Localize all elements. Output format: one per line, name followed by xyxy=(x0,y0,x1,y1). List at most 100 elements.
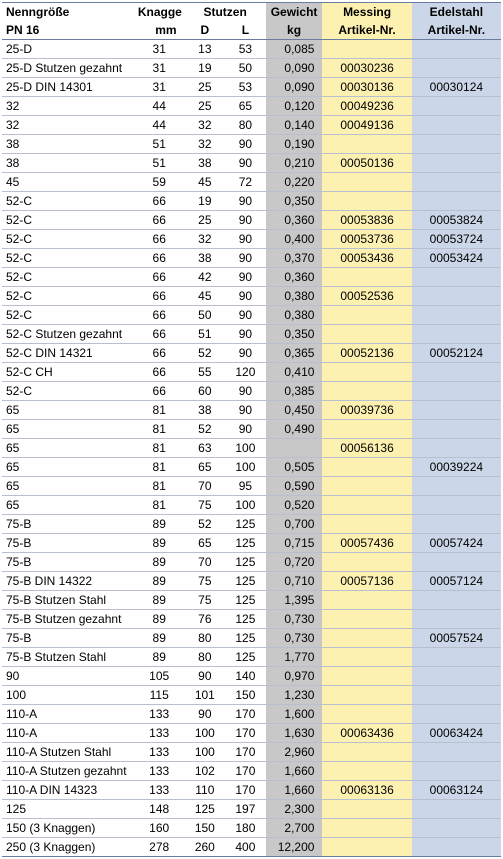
cell-knagge: 81 xyxy=(134,496,185,515)
cell-d: 25 xyxy=(185,211,226,230)
cell-knagge: 89 xyxy=(134,610,185,629)
cell-weight: 0,210 xyxy=(266,154,323,173)
cell-edelstahl xyxy=(412,838,501,857)
cell-d: 70 xyxy=(185,477,226,496)
cell-d: 70 xyxy=(185,553,226,572)
cell-edelstahl xyxy=(412,192,501,211)
subheader-edelstahl: Artikel-Nr. xyxy=(412,21,501,40)
cell-messing: 00053836 xyxy=(322,211,411,230)
cell-d: 65 xyxy=(185,458,226,477)
cell-messing xyxy=(322,192,411,211)
cell-weight: 0,715 xyxy=(266,534,323,553)
cell-d: 45 xyxy=(185,173,226,192)
cell-weight: 0,450 xyxy=(266,401,323,420)
cell-d: 100 xyxy=(185,743,226,762)
table-row: 52-C Stutzen gezahnt6651900,350 xyxy=(2,325,501,344)
cell-messing xyxy=(322,686,411,705)
cell-weight: 0,505 xyxy=(266,458,323,477)
table-row: 1001151011501,230 xyxy=(2,686,501,705)
table-row: 52-C CH66551200,410 xyxy=(2,363,501,382)
cell-l: 90 xyxy=(225,401,266,420)
cell-l: 90 xyxy=(225,344,266,363)
cell-name: 250 (3 Knaggen) xyxy=(2,838,134,857)
cell-weight: 1,630 xyxy=(266,724,323,743)
table-row: 658138900,45000039736 xyxy=(2,401,501,420)
cell-l: 90 xyxy=(225,420,266,439)
cell-knagge: 160 xyxy=(134,819,185,838)
cell-name: 52-C DIN 14321 xyxy=(2,344,134,363)
table-row: 75-B Stutzen gezahnt89761250,730 xyxy=(2,610,501,629)
cell-l: 197 xyxy=(225,800,266,819)
cell-d: 90 xyxy=(185,705,226,724)
cell-name: 65 xyxy=(2,420,134,439)
cell-edelstahl xyxy=(412,420,501,439)
cell-knagge: 44 xyxy=(134,97,185,116)
cell-d: 25 xyxy=(185,78,226,97)
cell-l: 125 xyxy=(225,515,266,534)
cell-l: 125 xyxy=(225,610,266,629)
table-row: 25-D Stutzen gezahnt3119500,09000030236 xyxy=(2,59,501,78)
cell-messing xyxy=(322,477,411,496)
cell-name: 52-C xyxy=(2,192,134,211)
cell-messing: 00049236 xyxy=(322,97,411,116)
cell-l: 53 xyxy=(225,40,266,59)
cell-name: 25-D DIN 14301 xyxy=(2,78,134,97)
cell-d: 260 xyxy=(185,838,226,857)
cell-knagge: 44 xyxy=(134,116,185,135)
table-row: 6581751000,520 xyxy=(2,496,501,515)
cell-name: 150 (3 Knaggen) xyxy=(2,819,134,838)
subheader-knagge: mm xyxy=(134,21,185,40)
cell-edelstahl xyxy=(412,287,501,306)
cell-l: 400 xyxy=(225,838,266,857)
cell-name: 65 xyxy=(2,458,134,477)
table-header: Nenngröße Knagge Stutzen Gewicht Messing… xyxy=(2,3,501,40)
cell-l: 90 xyxy=(225,268,266,287)
cell-knagge: 81 xyxy=(134,477,185,496)
cell-name: 125 xyxy=(2,800,134,819)
cell-l: 170 xyxy=(225,781,266,800)
cell-d: 63 xyxy=(185,439,226,458)
cell-name: 32 xyxy=(2,116,134,135)
cell-messing: 00030136 xyxy=(322,78,411,97)
cell-messing: 00063436 xyxy=(322,724,411,743)
cell-d: 75 xyxy=(185,496,226,515)
cell-messing xyxy=(322,838,411,857)
subheader-d: D xyxy=(185,21,226,40)
cell-messing: 00057136 xyxy=(322,572,411,591)
cell-weight: 1,770 xyxy=(266,648,323,667)
table-body: 25-D3113530,08525-D Stutzen gezahnt31195… xyxy=(2,40,501,857)
cell-edelstahl: 00039224 xyxy=(412,458,501,477)
cell-edelstahl xyxy=(412,306,501,325)
cell-messing xyxy=(322,458,411,477)
table-row: 52-C6638900,3700005343600053424 xyxy=(2,249,501,268)
table-row: 75-B89701250,720 xyxy=(2,553,501,572)
cell-edelstahl xyxy=(412,515,501,534)
cell-edelstahl xyxy=(412,686,501,705)
cell-d: 101 xyxy=(185,686,226,705)
cell-knagge: 278 xyxy=(134,838,185,857)
cell-messing xyxy=(322,743,411,762)
cell-d: 125 xyxy=(185,800,226,819)
cell-l: 125 xyxy=(225,591,266,610)
cell-weight: 0,400 xyxy=(266,230,323,249)
cell-l: 90 xyxy=(225,249,266,268)
cell-edelstahl xyxy=(412,401,501,420)
cell-weight: 1,660 xyxy=(266,762,323,781)
cell-messing xyxy=(322,800,411,819)
cell-name: 52-C Stutzen gezahnt xyxy=(2,325,134,344)
cell-messing xyxy=(322,40,411,59)
cell-d: 42 xyxy=(185,268,226,287)
cell-messing xyxy=(322,496,411,515)
cell-edelstahl xyxy=(412,705,501,724)
cell-messing: 00050136 xyxy=(322,154,411,173)
cell-weight: 0,090 xyxy=(266,78,323,97)
cell-weight: 0,730 xyxy=(266,610,323,629)
cell-weight: 0,120 xyxy=(266,97,323,116)
cell-knagge: 66 xyxy=(134,268,185,287)
cell-weight: 1,230 xyxy=(266,686,323,705)
cell-weight: 0,085 xyxy=(266,40,323,59)
cell-weight: 0,380 xyxy=(266,306,323,325)
cell-edelstahl xyxy=(412,439,501,458)
cell-d: 38 xyxy=(185,401,226,420)
cell-name: 52-C xyxy=(2,249,134,268)
